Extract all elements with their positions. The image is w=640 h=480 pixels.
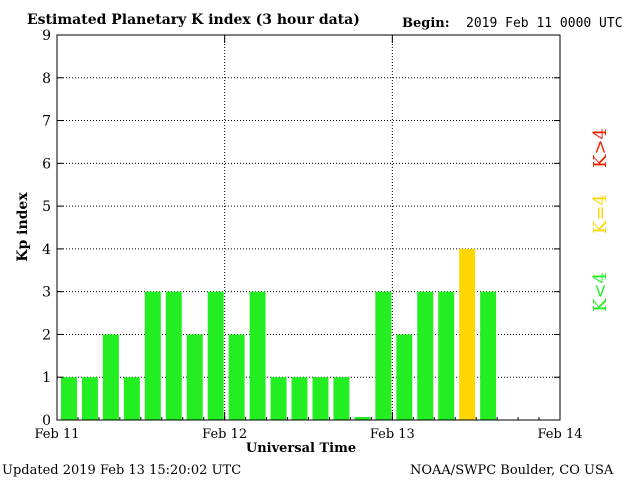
kp-bar xyxy=(61,377,77,420)
bars-group xyxy=(61,248,497,420)
kp-bar xyxy=(396,334,413,420)
x-tick-labels: Feb 11 Feb 12 Feb 13 Feb 14 xyxy=(35,35,583,442)
kp-bar xyxy=(417,291,434,420)
kp-bar xyxy=(291,377,308,420)
kp-bar xyxy=(165,291,182,420)
y-tick-label: 5 xyxy=(42,199,51,215)
chart-title: Estimated Planetary K index (3 hour data… xyxy=(27,12,360,28)
kp-bar xyxy=(375,291,392,420)
kp-bar xyxy=(354,417,371,420)
y-tick-label: 7 xyxy=(42,114,51,130)
kp-bar xyxy=(186,334,203,420)
x-axis-label: Universal Time xyxy=(246,441,356,456)
y-tick-label: 8 xyxy=(42,71,51,87)
y-tick-label: 6 xyxy=(42,156,51,172)
kp-bar xyxy=(438,291,455,420)
x-tick-label: Feb 12 xyxy=(202,427,247,442)
kp-bar xyxy=(312,377,329,420)
legend-high: K>4 xyxy=(590,128,611,168)
y-tick-label: 2 xyxy=(42,327,51,343)
kp-bar xyxy=(102,334,119,420)
y-tick-label: 1 xyxy=(42,370,51,386)
kp-bar xyxy=(480,291,497,420)
kp-bar xyxy=(459,248,476,420)
x-tick-label: Feb 13 xyxy=(370,427,415,442)
kp-bar xyxy=(81,377,98,420)
kp-bar xyxy=(123,377,140,420)
legend-low: K<4 xyxy=(590,272,611,312)
kp-bar xyxy=(144,291,161,420)
kp-bar xyxy=(270,377,287,420)
legend-mid: K=4 xyxy=(590,194,611,234)
begin-label: Begin: xyxy=(402,16,450,31)
kp-bar xyxy=(249,291,266,420)
y-tick-label: 0 xyxy=(42,413,51,429)
data-source: NOAA/SWPC Boulder, CO USA xyxy=(410,463,614,478)
y-tick-labels: 0 1 2 3 4 5 6 7 8 9 xyxy=(42,28,560,429)
y-tick-label: 9 xyxy=(42,28,51,44)
kp-bar xyxy=(333,377,350,420)
kp-bar xyxy=(228,334,245,420)
y-tick-label: 3 xyxy=(42,285,51,301)
kp-bar xyxy=(207,291,224,420)
grid-lines xyxy=(57,34,560,420)
y-tick-label: 4 xyxy=(42,242,51,258)
x-tick-label: Feb 11 xyxy=(35,427,80,442)
x-tick-label: Feb 14 xyxy=(538,427,583,442)
updated-timestamp: Updated 2019 Feb 13 15:20:02 UTC xyxy=(2,463,241,478)
begin-value: 2019 Feb 11 0000 UTC xyxy=(466,16,623,31)
y-axis-label: Kp index xyxy=(15,192,31,262)
